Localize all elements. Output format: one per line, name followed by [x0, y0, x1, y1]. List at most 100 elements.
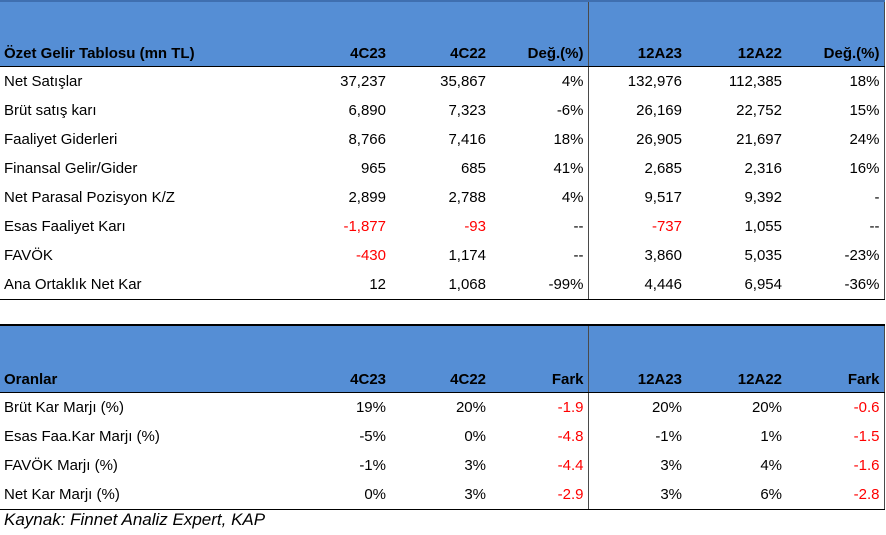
income-value-cell: -430 [355, 247, 386, 264]
ratio-value-cell: 20% [651, 399, 682, 416]
income-value-cell: 16% [786, 154, 885, 183]
income-value-cell: -- [786, 212, 885, 241]
income-value-cell: -36% [786, 270, 885, 300]
income-value-cell: -99% [490, 270, 589, 300]
income-header-cell: 12A23 [588, 1, 686, 67]
income-value-cell: -6% [490, 96, 589, 125]
income-row: Net Satışlar 37,237 35,867 4% 132,976 112,385… [0, 66, 885, 96]
ratio-value-cell: 20% [751, 399, 782, 416]
ratio-row-label: Brüt Kar Marjı (%) [4, 399, 125, 416]
income-header-cell: 4C23 [290, 1, 390, 67]
ratio-row: Esas Faa.Kar Marjı (%) -5% 0% -4.8 -1% 1% -1.5 [0, 422, 885, 451]
ratio-value-cell: 3% [660, 457, 682, 474]
income-value-cell: 41% [490, 154, 589, 183]
income-value-cell: 4,446 [588, 270, 686, 300]
income-value-cell: 3,860 [644, 247, 682, 264]
income-row-label: FAVÖK [4, 247, 53, 264]
income-header-cell: 4C22 [390, 1, 490, 67]
income-row: Faaliyet Giderleri 8,766 7,416 18% 26,905 21,… [0, 125, 885, 154]
income-value-cell: 2,685 [644, 160, 682, 177]
ratios-table: Oranlar 4C23 4C22 Fark 12A23 12A22 Fark Brüt Ka… [0, 324, 885, 510]
income-header-cell: Değ.(%) [490, 1, 589, 67]
ratio-value-cell: -2.9 [490, 480, 589, 510]
income-header-cell: Değ.(%) [786, 1, 885, 67]
income-value-cell: 9,517 [644, 189, 682, 206]
income-value-cell: 37,237 [340, 73, 386, 90]
income-value-cell: 26,905 [636, 131, 682, 148]
ratio-row: FAVÖK Marjı (%) -1% 3% -4.4 3% 4% -1.6 [0, 451, 885, 480]
income-header-cell: 12A22 [686, 1, 786, 67]
income-value-cell: 4% [490, 183, 589, 212]
income-row: Ana Ortaklık Net Kar 12 1,068 -99% 4,446 6,95… [0, 270, 885, 300]
ratio-header-cell: Oranlar [0, 325, 290, 393]
income-row: Esas Faaliyet Karı -1,877 -93 -- -737 1,055 -- [0, 212, 885, 241]
ratio-value-cell: 3% [390, 480, 490, 510]
ratio-value-cell: -4.8 [490, 422, 589, 451]
ratio-value-cell: -1.6 [786, 451, 885, 480]
income-row: Net Parasal Pozisyon K/Z 2,899 2,788 4% 9,51… [0, 183, 885, 212]
ratio-row: Brüt Kar Marjı (%) 19% 20% -1.9 20% 20% -0.6 [0, 392, 885, 422]
ratio-value-cell: 6% [686, 480, 786, 510]
income-value-cell: 7,323 [448, 102, 486, 119]
income-value-cell: 7,416 [448, 131, 486, 148]
ratio-value-cell: 20% [455, 399, 486, 416]
income-value-cell: 5,035 [744, 247, 782, 264]
income-value-cell: 132,976 [627, 73, 682, 90]
ratio-row-label: FAVÖK Marjı (%) [4, 457, 118, 474]
income-value-cell: 15% [786, 96, 885, 125]
ratio-value-cell: -2.8 [786, 480, 885, 510]
ratio-value-cell: -1.9 [490, 392, 589, 422]
ratio-value-cell: 1% [760, 428, 782, 445]
income-row: Finansal Gelir/Gider 965 685 41% 2,685 2,316 1… [0, 154, 885, 183]
ratio-value-cell: -1.5 [786, 422, 885, 451]
income-value-cell: -- [490, 241, 589, 270]
income-value-cell: 1,055 [744, 218, 782, 235]
income-row: Brüt satış karı 6,890 7,323 -6% 26,169 22,752… [0, 96, 885, 125]
income-value-cell: 24% [786, 125, 885, 154]
income-value-cell: 1,068 [390, 270, 490, 300]
ratio-value-cell: -1% [359, 457, 386, 474]
income-value-cell: 2,788 [448, 189, 486, 206]
income-row: FAVÖK -430 1,174 -- 3,860 5,035 -23% [0, 241, 885, 270]
income-row-label: Ana Ortaklık Net Kar [0, 270, 290, 300]
income-row-label: Esas Faaliyet Karı [4, 218, 126, 235]
ratio-value-cell: 0% [290, 480, 390, 510]
ratio-row: Net Kar Marjı (%) 0% 3% -2.9 3% 6% -2.8 [0, 480, 885, 510]
income-row-label: Faaliyet Giderleri [4, 131, 118, 148]
ratio-row-label: Net Kar Marjı (%) [0, 480, 290, 510]
ratio-value-cell: -1% [655, 428, 682, 445]
income-value-cell: 26,169 [636, 102, 682, 119]
income-value-cell: 2,899 [348, 189, 386, 206]
ratio-header-row: Oranlar 4C23 4C22 Fark 12A23 12A22 Fark [0, 325, 885, 393]
income-value-cell: -1,877 [343, 218, 386, 235]
source-note: Kaynak: Finnet Analiz Expert, KAP [4, 510, 266, 529]
ratio-value-cell: 3% [588, 480, 686, 510]
ratio-value-cell: -0.6 [786, 392, 885, 422]
income-value-cell: 965 [360, 160, 386, 177]
ratio-value-cell: 3% [464, 457, 486, 474]
income-value-cell: 112,385 [728, 73, 782, 90]
income-value-cell: 12 [290, 270, 390, 300]
ratio-header-cell: Fark [786, 325, 885, 393]
ratio-header-cell: 4C23 [290, 325, 390, 393]
income-value-cell: 1,174 [448, 247, 486, 264]
income-value-cell: 18% [490, 125, 589, 154]
income-value-cell: -93 [464, 218, 486, 235]
income-value-cell: 4% [490, 66, 589, 96]
income-value-cell: 21,697 [736, 131, 782, 148]
income-row-label: Net Satışlar [4, 73, 83, 90]
income-row-label: Brüt satış karı [4, 102, 97, 119]
income-value-cell: 35,867 [440, 73, 486, 90]
ratio-value-cell: 0% [464, 428, 486, 445]
income-row-label: Finansal Gelir/Gider [4, 160, 138, 177]
ratio-header-cell: 12A22 [686, 325, 786, 393]
income-header-row: Özet Gelir Tablosu (mn TL) 4C23 4C22 Değ.(%… [0, 1, 885, 67]
income-value-cell: - [786, 183, 885, 212]
ratio-value-cell: 4% [760, 457, 782, 474]
ratio-header-cell: Fark [490, 325, 589, 393]
income-value-cell: 685 [460, 160, 486, 177]
ratio-row-label: Esas Faa.Kar Marjı (%) [4, 428, 160, 445]
income-row-label: Net Parasal Pozisyon K/Z [4, 189, 175, 206]
income-value-cell: 18% [786, 66, 885, 96]
income-value-cell: 9,392 [744, 189, 782, 206]
